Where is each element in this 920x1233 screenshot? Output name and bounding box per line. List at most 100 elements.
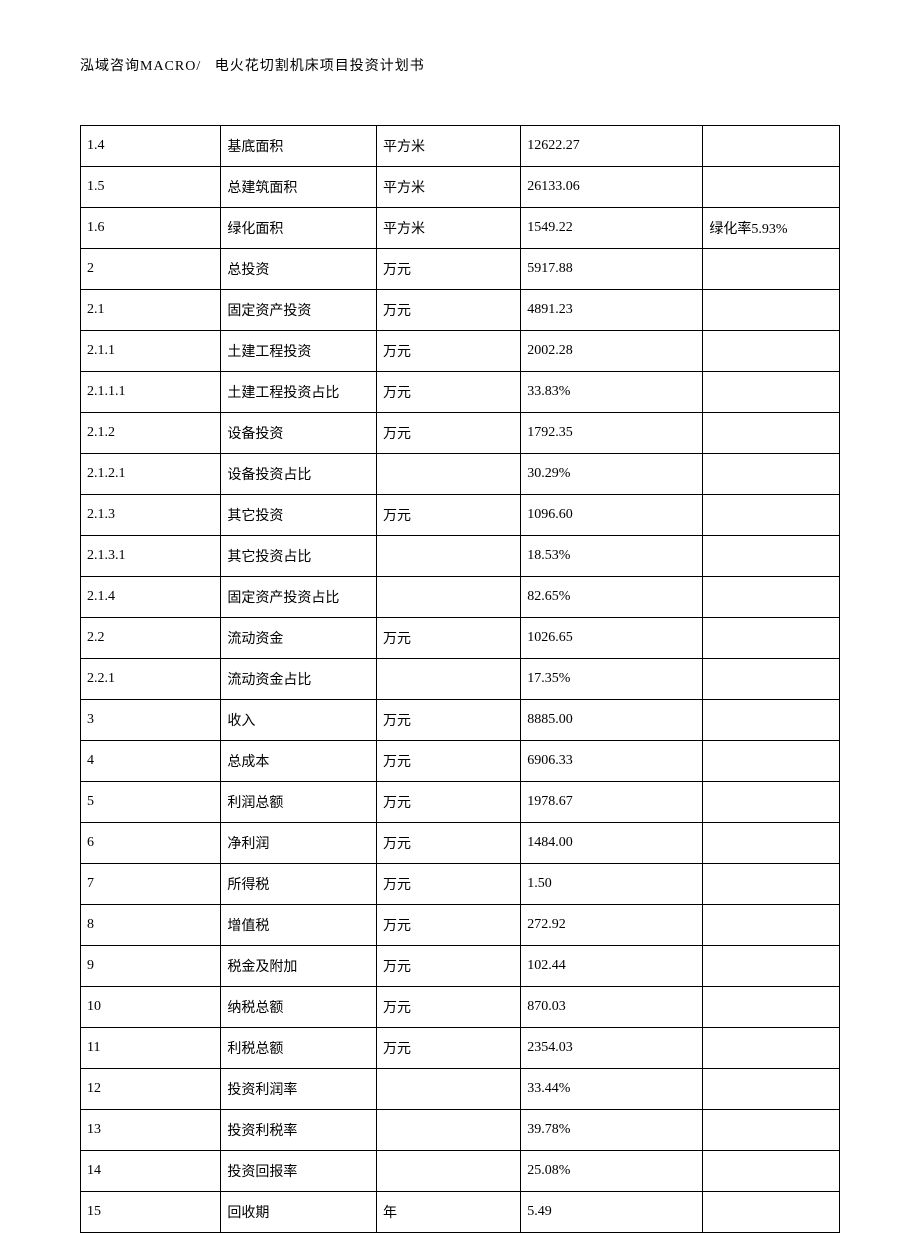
table-cell: 1.50 — [521, 864, 703, 905]
table-cell: 2.1.1.1 — [81, 372, 221, 413]
table-cell: 5.49 — [521, 1192, 703, 1233]
table-cell: 17.35% — [521, 659, 703, 700]
table-cell: 万元 — [377, 495, 521, 536]
table-cell: 1096.60 — [521, 495, 703, 536]
table-cell: 5917.88 — [521, 249, 703, 290]
table-cell — [377, 536, 521, 577]
table-cell: 2354.03 — [521, 1028, 703, 1069]
table-cell: 万元 — [377, 782, 521, 823]
table-row: 1.5总建筑面积平方米26133.06 — [81, 167, 840, 208]
table-cell — [703, 1110, 840, 1151]
header-title: 电火花切割机床项目投资计划书 — [215, 59, 425, 74]
table-row: 2.1.3其它投资万元1096.60 — [81, 495, 840, 536]
table-cell: 1484.00 — [521, 823, 703, 864]
table-row: 2.1.4固定资产投资占比82.65% — [81, 577, 840, 618]
table-cell: 2.1.4 — [81, 577, 221, 618]
table-cell — [703, 823, 840, 864]
table-row: 11利税总额万元2354.03 — [81, 1028, 840, 1069]
table-cell: 13 — [81, 1110, 221, 1151]
table-cell: 2.2.1 — [81, 659, 221, 700]
table-cell: 2 — [81, 249, 221, 290]
table-cell — [703, 372, 840, 413]
table-cell — [703, 536, 840, 577]
table-cell: 万元 — [377, 413, 521, 454]
table-cell: 万元 — [377, 905, 521, 946]
table-cell: 18.53% — [521, 536, 703, 577]
table-cell: 1026.65 — [521, 618, 703, 659]
table-cell: 其它投资占比 — [221, 536, 377, 577]
table-cell: 1.5 — [81, 167, 221, 208]
table-cell: 870.03 — [521, 987, 703, 1028]
table-cell: 1.6 — [81, 208, 221, 249]
table-cell: 平方米 — [377, 167, 521, 208]
page-header: 泓域咨询MACRO/ 电火花切割机床项目投资计划书 — [80, 55, 840, 75]
table-row: 2.1.2.1设备投资占比30.29% — [81, 454, 840, 495]
table-cell: 设备投资 — [221, 413, 377, 454]
investment-table: 1.4基底面积平方米12622.271.5总建筑面积平方米26133.061.6… — [80, 125, 840, 1233]
table-cell: 万元 — [377, 946, 521, 987]
table-cell: 12 — [81, 1069, 221, 1110]
table-cell — [703, 1028, 840, 1069]
table-row: 13投资利税率39.78% — [81, 1110, 840, 1151]
table-cell: 总成本 — [221, 741, 377, 782]
table-cell: 万元 — [377, 741, 521, 782]
table-cell — [377, 1110, 521, 1151]
table-cell — [703, 495, 840, 536]
table-cell: 回收期 — [221, 1192, 377, 1233]
table-cell: 5 — [81, 782, 221, 823]
table-cell: 1978.67 — [521, 782, 703, 823]
header-company: 泓域咨询MACRO/ — [80, 59, 201, 74]
table-cell — [703, 864, 840, 905]
table-cell: 土建工程投资 — [221, 331, 377, 372]
table-cell — [703, 946, 840, 987]
table-cell: 万元 — [377, 700, 521, 741]
table-cell — [703, 987, 840, 1028]
table-cell: 投资利润率 — [221, 1069, 377, 1110]
table-cell — [703, 659, 840, 700]
table-cell — [703, 413, 840, 454]
table-cell: 平方米 — [377, 126, 521, 167]
table-cell: 万元 — [377, 372, 521, 413]
table-cell: 利税总额 — [221, 1028, 377, 1069]
table-cell: 万元 — [377, 331, 521, 372]
table-cell — [703, 577, 840, 618]
table-cell — [703, 1192, 840, 1233]
table-row: 4总成本万元6906.33 — [81, 741, 840, 782]
table-cell: 绿化面积 — [221, 208, 377, 249]
table-cell: 26133.06 — [521, 167, 703, 208]
table-cell: 15 — [81, 1192, 221, 1233]
table-cell — [377, 454, 521, 495]
table-cell: 万元 — [377, 290, 521, 331]
table-cell — [703, 126, 840, 167]
table-cell: 2.1.1 — [81, 331, 221, 372]
table-cell: 年 — [377, 1192, 521, 1233]
table-cell: 流动资金占比 — [221, 659, 377, 700]
table-cell: 39.78% — [521, 1110, 703, 1151]
table-cell: 102.44 — [521, 946, 703, 987]
table-cell — [703, 618, 840, 659]
table-row: 2.2流动资金万元1026.65 — [81, 618, 840, 659]
table-cell: 总建筑面积 — [221, 167, 377, 208]
table-cell: 税金及附加 — [221, 946, 377, 987]
table-cell: 11 — [81, 1028, 221, 1069]
table-cell: 2.1.2 — [81, 413, 221, 454]
table-cell — [377, 577, 521, 618]
table-row: 5利润总额万元1978.67 — [81, 782, 840, 823]
table-cell: 6 — [81, 823, 221, 864]
table-row: 8增值税万元272.92 — [81, 905, 840, 946]
table-cell: 6906.33 — [521, 741, 703, 782]
table-cell: 10 — [81, 987, 221, 1028]
table-cell — [703, 290, 840, 331]
table-cell: 万元 — [377, 987, 521, 1028]
table-row: 2总投资万元5917.88 — [81, 249, 840, 290]
table-cell: 1792.35 — [521, 413, 703, 454]
table-cell: 土建工程投资占比 — [221, 372, 377, 413]
table-cell: 所得税 — [221, 864, 377, 905]
table-cell: 平方米 — [377, 208, 521, 249]
table-cell — [703, 167, 840, 208]
table-cell: 8 — [81, 905, 221, 946]
table-cell — [703, 905, 840, 946]
table-row: 2.1.2设备投资万元1792.35 — [81, 413, 840, 454]
table-cell — [703, 454, 840, 495]
table-row: 1.4基底面积平方米12622.27 — [81, 126, 840, 167]
